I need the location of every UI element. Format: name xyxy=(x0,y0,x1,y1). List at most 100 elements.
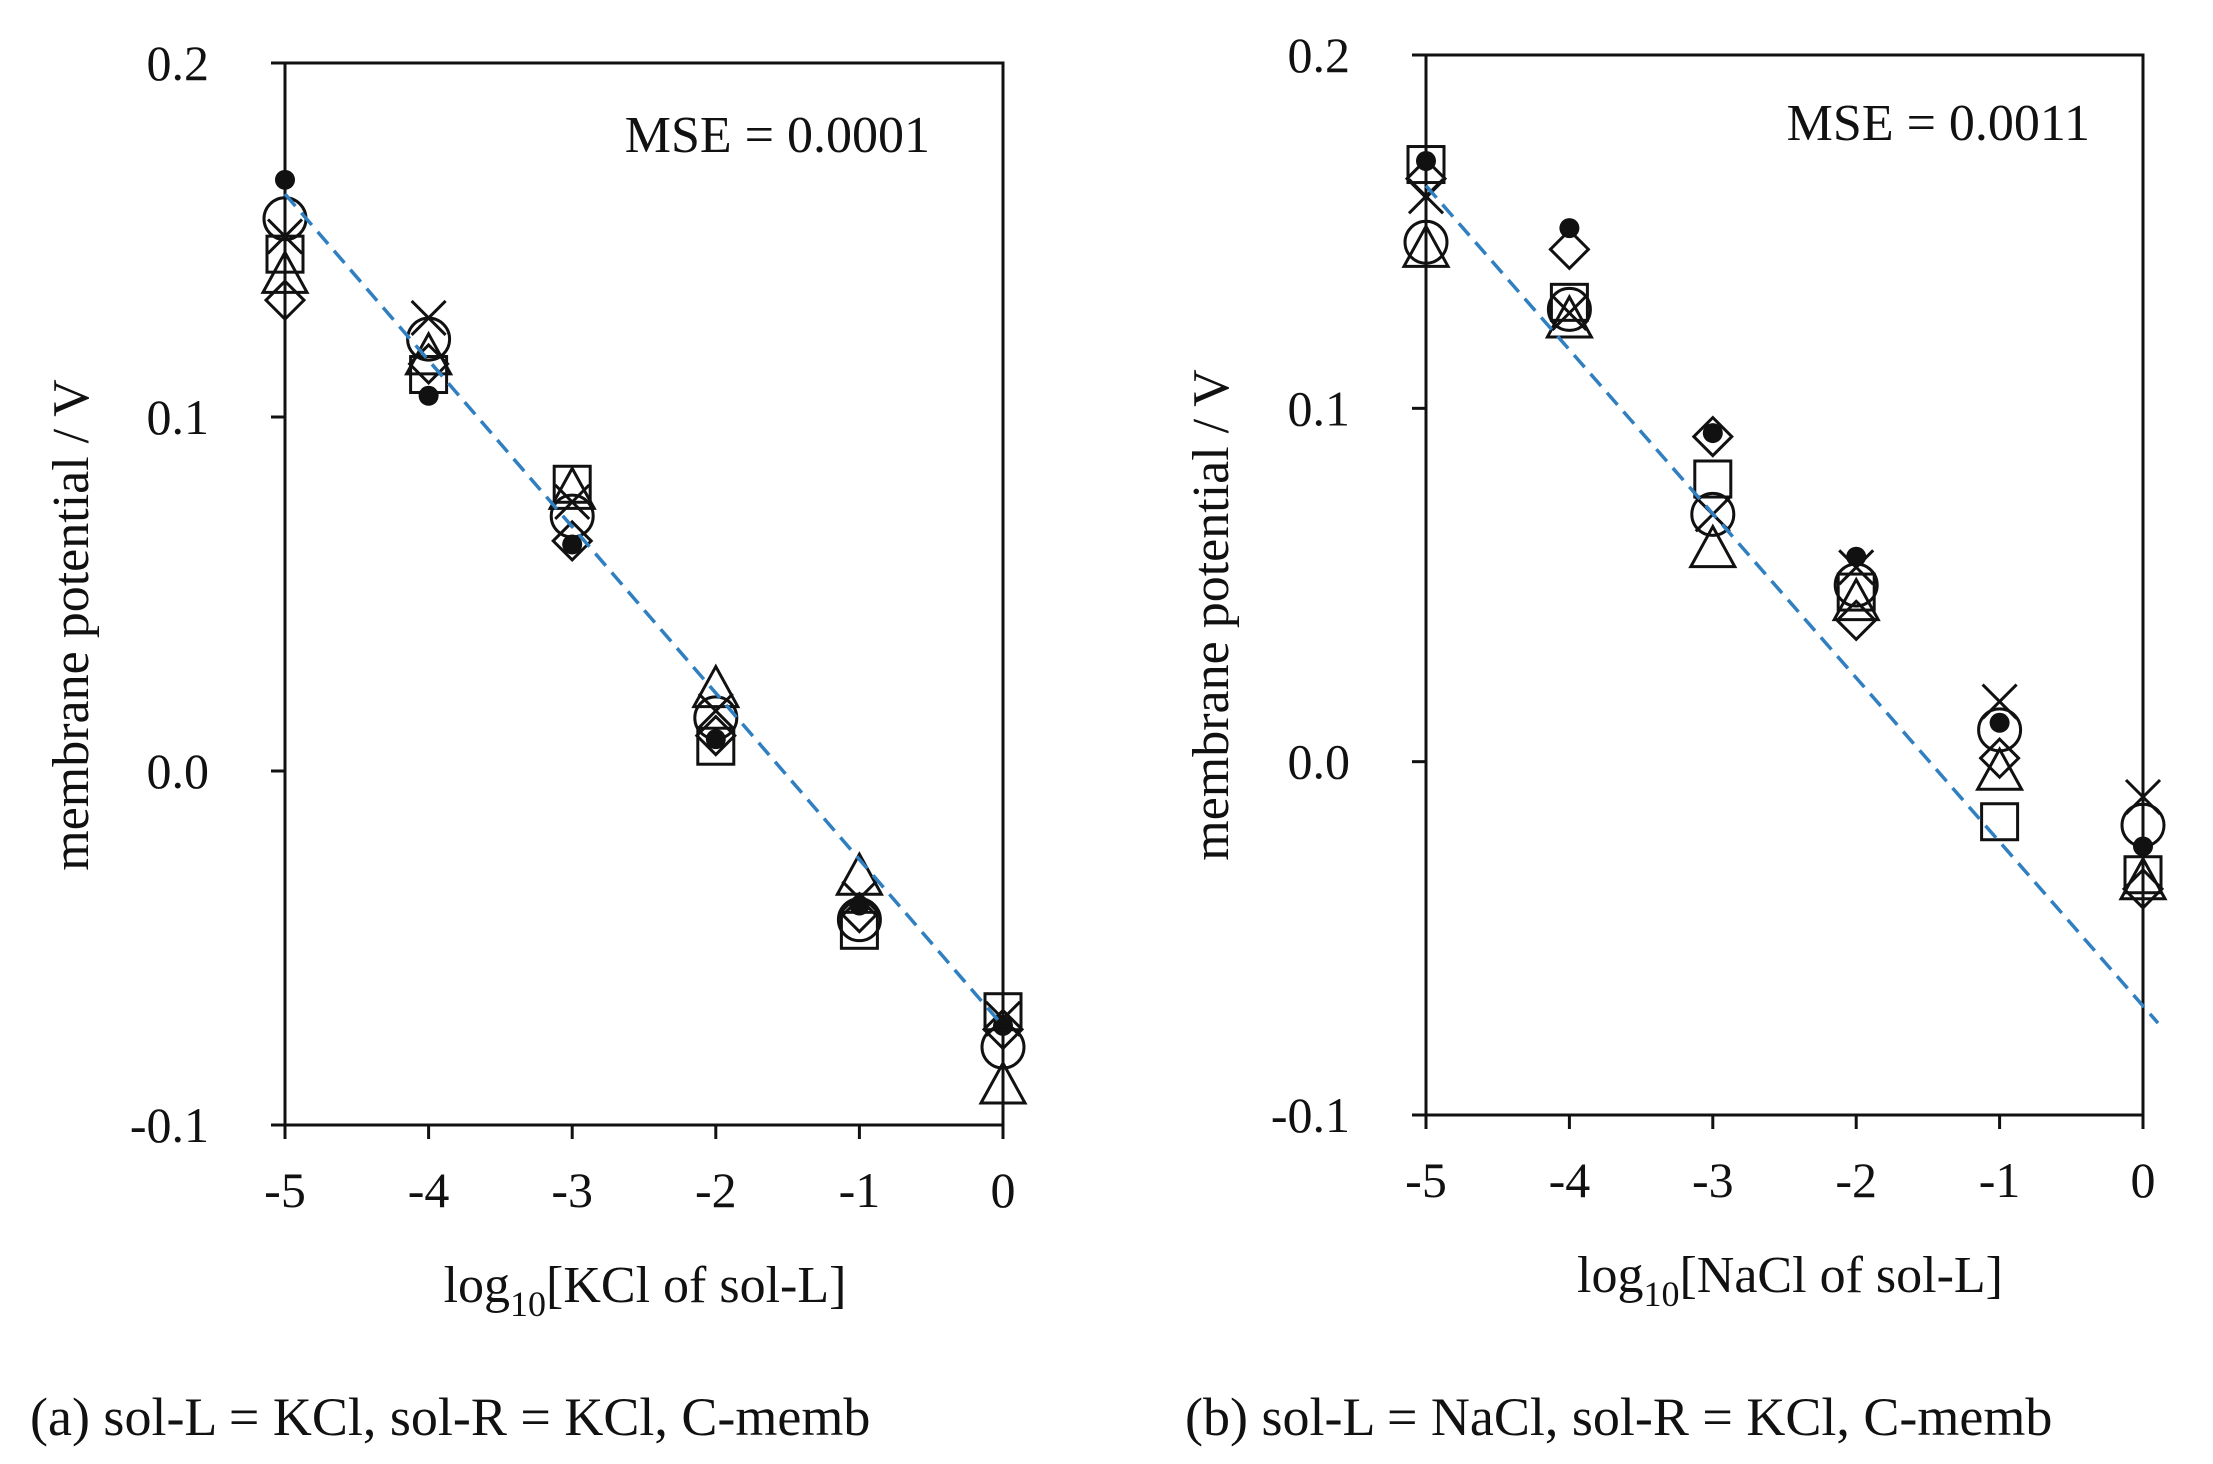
panel-b-point-open-triangle xyxy=(1688,523,1738,569)
panel-a-point-open-square xyxy=(839,910,879,950)
panel-b-point-open-square xyxy=(1836,572,1876,612)
panel-b-point-open-diamond xyxy=(1691,415,1734,458)
panel-a-point-open-diamond xyxy=(838,891,881,934)
panel-a-y-tick-label: 0.0 xyxy=(147,743,210,799)
panel-a: -5 -4 -3 -2 -1 0 -0.1 0.0 0.1 0.2 MSE = 0.0001 me… xyxy=(30,35,1028,1447)
panel-b-x-tick-label: 0 xyxy=(2131,1152,2156,1208)
panel-a-point-cross xyxy=(410,299,447,336)
panel-a-point-open-diamond xyxy=(981,1008,1025,1051)
panel-b-x-tick-label: -4 xyxy=(1549,1152,1591,1208)
panel-a-y-tick-label: -0.1 xyxy=(130,1097,209,1153)
panel-a-point-cross xyxy=(841,880,878,917)
panel-a-point-cross xyxy=(984,1000,1022,1037)
panel-b-point-open-diamond xyxy=(1978,737,2021,780)
panel-a-series-open-triangle xyxy=(260,249,1028,1105)
panel-b-point-open-triangle xyxy=(1975,746,2025,791)
panel-a-x-axis-label: log10[KCl of sol-L] xyxy=(444,1257,847,1324)
panel-a-x-tick-label: -1 xyxy=(839,1162,881,1218)
panel-a-x-tick-label: -4 xyxy=(408,1162,450,1218)
panel-b-point-open-square xyxy=(1693,459,1733,499)
panel-b-point-open-square xyxy=(1406,145,1446,185)
panel-b-x-label-suffix: [NaCl of sol-L] xyxy=(1679,1247,2002,1304)
panel-b-point-cross xyxy=(1407,178,1445,215)
panel-a-x-label-suffix: [KCl of sol-L] xyxy=(546,1257,846,1314)
panel-a-x-tick-label: -5 xyxy=(264,1162,306,1218)
panel-b-x-label-prefix: log xyxy=(1577,1247,1643,1304)
panel-a-fit-line xyxy=(283,192,1005,1028)
panel-b-point-open-circle xyxy=(1403,219,1449,265)
panel-a-x-tick-label: 0 xyxy=(991,1162,1016,1218)
panel-a-mse-annotation: MSE = 0.0001 xyxy=(625,107,930,164)
panel-a-caption: (a) sol-L = KCl, sol-R = KCl, C-memb xyxy=(30,1387,870,1447)
panel-a-point-open-diamond xyxy=(407,342,450,386)
panel-a-x-tick-label: -3 xyxy=(551,1162,593,1218)
panel-b-caption: (b) sol-L = NaCl, sol-R = KCl, C-memb xyxy=(1185,1387,2052,1447)
panel-a-point-cross xyxy=(697,692,734,729)
panel-a-point-open-circle xyxy=(406,316,452,362)
panel-a-point-cross xyxy=(266,218,304,255)
panel-b-y-tick-label: 0.0 xyxy=(1288,734,1351,790)
panel-b-point-filled-circle xyxy=(1559,218,1580,239)
panel-b-point-open-diamond xyxy=(1835,599,1878,642)
panel-a-point-open-square xyxy=(552,464,592,504)
panel-a-point-open-triangle xyxy=(547,465,597,510)
panel-b-x-tick-label: -3 xyxy=(1692,1152,1734,1208)
panel-a-point-open-triangle xyxy=(691,663,741,709)
panel-b-point-open-circle xyxy=(1833,562,1879,608)
panel-b: -5 -4 -3 -2 -1 0 -0.1 0.0 0.1 0.2 MSE = 0.0011 me… xyxy=(1183,27,2168,1447)
panel-b-point-open-circle xyxy=(1690,491,1736,537)
panel-a-point-filled-circle xyxy=(275,169,295,190)
panel-a-y-tick-label: 0.1 xyxy=(147,389,210,445)
panel-a-x-label-prefix: log xyxy=(444,1257,510,1314)
panel-b-x-tick-label: -2 xyxy=(1835,1152,1877,1208)
panel-b-point-open-triangle xyxy=(1401,223,1451,268)
panel-b-point-open-circle xyxy=(2120,802,2166,848)
panel-a-point-filled-circle xyxy=(562,534,583,555)
panel-a-point-open-circle xyxy=(980,1024,1026,1070)
panel-b-point-filled-circle xyxy=(1989,712,2010,733)
panel-b-series-cross xyxy=(1407,178,2162,816)
panel-a-point-open-circle xyxy=(549,493,595,539)
panel-b-fit-line xyxy=(1424,184,2160,1025)
panel-a-plot-frame xyxy=(283,61,1005,1127)
panel-b-point-open-diamond xyxy=(2121,867,2165,910)
panel-b-point-open-triangle xyxy=(1831,576,1881,622)
panel-b-y-tick-label: 0.1 xyxy=(1288,380,1351,436)
panel-b-point-open-triangle xyxy=(1544,293,1594,339)
panel-b-x-tick-label: -5 xyxy=(1405,1152,1447,1208)
panel-a-point-open-diamond xyxy=(551,519,594,563)
panel-b-series-open-triangle xyxy=(1401,223,2168,901)
panel-b-y-axis-label: membrane potential / V xyxy=(1183,369,1240,860)
panel-a-point-open-triangle xyxy=(978,1059,1028,1105)
panel-b-point-cross xyxy=(1838,549,1875,586)
panel-b-point-cross xyxy=(1551,294,1588,331)
panel-a-x-label-subscript: 10 xyxy=(510,1284,546,1324)
panel-a-y-axis-label: membrane potential / V xyxy=(43,379,100,870)
panel-b-y-tick-label: -0.1 xyxy=(1271,1087,1350,1143)
panel-b-point-open-square xyxy=(1980,802,2020,842)
panel-a-series-open-diamond xyxy=(263,279,1025,1051)
panel-b-plot-layer: -5 -4 -3 -2 -1 0 -0.1 0.0 0.1 0.2 xyxy=(1271,27,2168,1208)
panel-a-x-tick-label: -2 xyxy=(695,1162,737,1218)
panel-a-point-open-diamond xyxy=(263,279,307,322)
panel-b-series-open-diamond xyxy=(1404,157,2165,910)
panel-b-series-open-circle xyxy=(1403,219,2166,848)
panel-a-plot-layer: -5 -4 -3 -2 -1 0 -0.1 0.0 0.1 0.2 xyxy=(130,35,1028,1218)
panel-b-point-cross xyxy=(2124,778,2162,816)
panel-a-y-tick-label: 0.2 xyxy=(147,35,210,91)
panel-b-x-axis-label: log10[NaCl of sol-L] xyxy=(1577,1247,2003,1314)
panel-b-series-open-square xyxy=(1406,145,2163,895)
panel-b-point-cross xyxy=(1981,683,2018,720)
panel-b-point-open-square xyxy=(1549,282,1589,322)
panel-a-series-open-circle xyxy=(262,196,1026,1070)
panel-b-x-label-subscript: 10 xyxy=(1643,1274,1679,1314)
panel-b-y-tick-label: 0.2 xyxy=(1288,27,1351,83)
panel-a-series-open-square xyxy=(265,234,1023,1032)
panel-a-series-cross xyxy=(266,218,1022,1037)
panel-a-point-open-triangle xyxy=(260,249,310,294)
panel-b-series-filled-circle xyxy=(1416,151,2153,857)
panel-a-point-filled-circle xyxy=(418,385,439,406)
panel-b-plot-frame xyxy=(1424,53,2145,1117)
panel-b-point-open-diamond xyxy=(1548,228,1591,271)
panel-a-point-open-square xyxy=(983,992,1023,1032)
